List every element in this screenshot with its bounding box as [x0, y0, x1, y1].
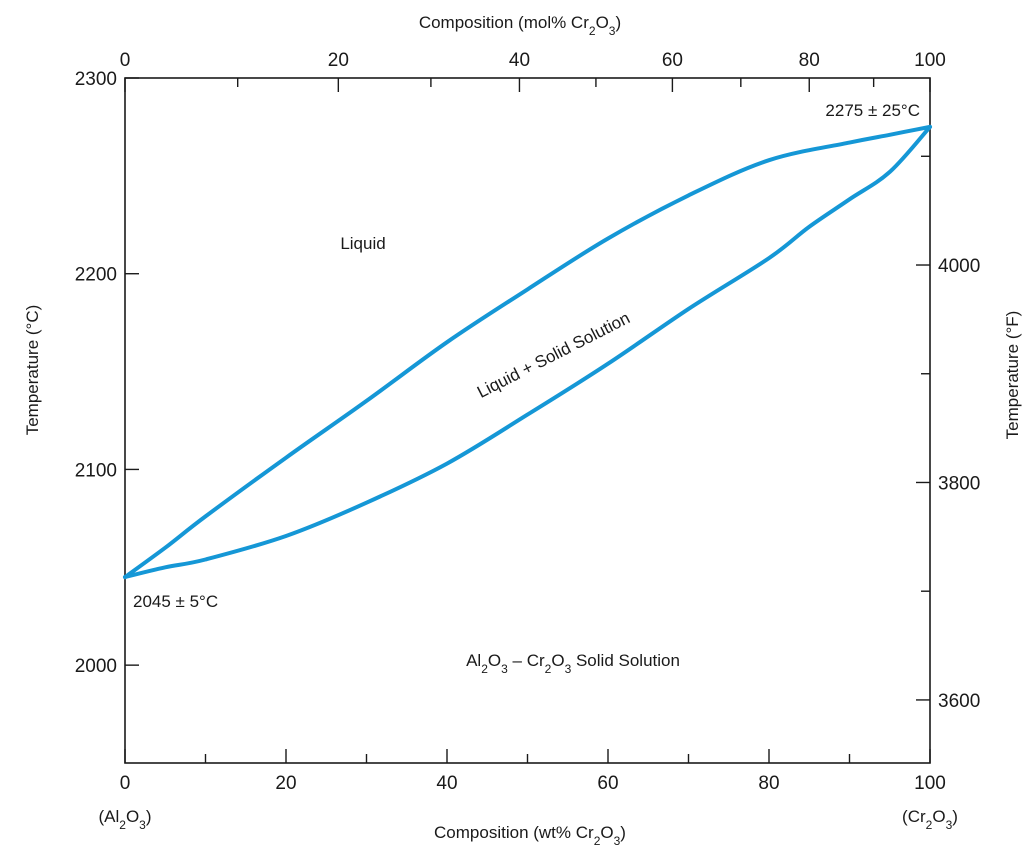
solidus-curve — [123, 124, 932, 580]
left-tick-label: 2300 — [75, 69, 117, 90]
left-tick-label: 2200 — [75, 265, 117, 286]
bottom-tick-label: 100 — [914, 773, 946, 794]
liquidus-curve — [123, 124, 932, 580]
region-label-liquid: Liquid — [340, 234, 385, 253]
right-axis-title: Temperature (°F) — [1003, 311, 1022, 440]
melting-point-right-label: 2275 ± 25°C — [825, 101, 920, 120]
top-tick-label: 60 — [662, 50, 683, 71]
region-label-solid: Al2O3 – Cr2O3 Solid Solution — [466, 651, 680, 676]
top-tick-label: 80 — [799, 50, 820, 71]
melting-point-left-label: 2045 ± 5°C — [133, 592, 218, 611]
axis-ticks — [124, 77, 931, 763]
right-tick-label: 3800 — [938, 473, 980, 494]
right-tick-label: 3600 — [938, 691, 980, 712]
x-end-label-right: (Cr2O3) — [902, 807, 958, 832]
phase-boundaries — [123, 124, 932, 580]
bottom-tick-label: 20 — [275, 773, 296, 794]
bottom-tick-label: 40 — [436, 773, 457, 794]
bottom-tick-label: 60 — [597, 773, 618, 794]
top-tick-label: 100 — [914, 50, 946, 71]
region-label-two-phase: Liquid + Solid Solution — [474, 308, 633, 402]
top-tick-label: 20 — [328, 50, 349, 71]
left-axis-title: Temperature (°C) — [23, 305, 42, 436]
bottom-axis-title: Composition (wt% Cr2O3) — [434, 823, 626, 848]
tick-labels: 0 20 40 60 80 100 0 20 40 60 80 100 2000 2100 2200 2300… — [75, 50, 981, 794]
left-tick-label: 2000 — [75, 656, 117, 677]
right-tick-label: 4000 — [938, 256, 980, 277]
top-axis-title: Composition (mol% Cr2O3) — [419, 13, 621, 38]
top-tick-label: 0 — [120, 50, 131, 71]
x-end-label-left: (Al2O3) — [98, 807, 151, 832]
bottom-tick-label: 0 — [120, 773, 131, 794]
bottom-tick-label: 80 — [758, 773, 779, 794]
left-tick-label: 2100 — [75, 460, 117, 481]
top-tick-label: 40 — [509, 50, 530, 71]
